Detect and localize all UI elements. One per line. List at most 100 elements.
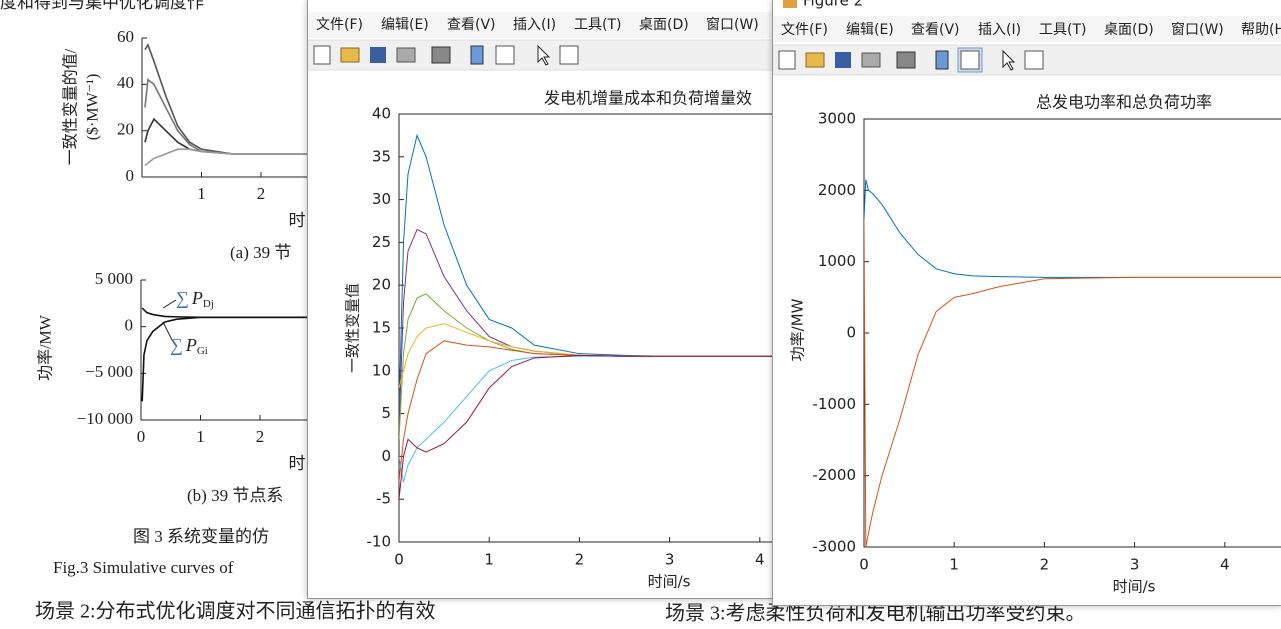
chart-title: 总发电功率和总负荷功率 [1036, 93, 1212, 112]
menu-item[interactable]: 帮助(H) [1241, 22, 1281, 38]
title-bar [773, 0, 1281, 14]
y-tick-label: -10 [367, 533, 392, 551]
x-tick-label: 3 [665, 551, 675, 569]
x-tick-label: 2 [575, 551, 585, 569]
menu-item[interactable]: 桌面(D) [639, 17, 689, 33]
series-line [144, 43, 321, 155]
x-tick-label: 0 [394, 551, 404, 569]
y-tick-label: 20 [117, 120, 134, 139]
x-tick-label: 0 [859, 556, 869, 574]
menu-item[interactable]: 插入(I) [513, 17, 556, 33]
x-tick-label: 4 [755, 551, 765, 569]
menu-item[interactable]: 查看(V) [447, 17, 496, 33]
y-tick-label: -1000 [812, 395, 856, 413]
figure-window: 文件(F) 编辑(E) 查看(V) 插入(I) 工具(T) 桌面(D) 窗口(W) -10 -… [307, 0, 773, 599]
window-icon [783, 0, 797, 8]
series-line [144, 117, 321, 155]
window-canvas: 文件(F) 编辑(E) 查看(V) 插入(I) 工具(T) 桌面(D) 窗口(W) -10 -… [308, 0, 773, 591]
leader-line [162, 321, 173, 341]
annotation-part: P [185, 335, 197, 355]
y-tick-label: 0 [846, 324, 856, 342]
y-tick-label: 25 [372, 233, 391, 251]
toolbar-icons[interactable] [778, 47, 1044, 73]
x-tick-label: 0 [137, 427, 146, 446]
series-line [864, 218, 1281, 548]
y-tick-label: -5 [376, 490, 391, 508]
x-tick-label: 3 [1130, 556, 1140, 574]
x-axis-label: 时间/s [648, 573, 691, 591]
y-tick-label: 30 [372, 190, 391, 208]
menu-item[interactable]: 工具(T) [1039, 22, 1086, 38]
y-tick-label: 15 [372, 319, 391, 337]
x-tick-label: 1 [196, 427, 205, 446]
annotation-part: P [191, 288, 203, 308]
toolbar-icons[interactable] [313, 44, 579, 66]
paragraph: 场景 3:考虑柔性负荷和发电机输出功率受约束。 [665, 602, 1086, 625]
series-line [399, 354, 773, 500]
paragraph: 场景 2:分布式优化调度对不同通信拓扑的有效 [35, 600, 436, 623]
y-tick-label: 0 [381, 447, 391, 465]
y-tick-label: 20 [372, 276, 391, 294]
menu-item[interactable]: 桌面(D) [1104, 22, 1154, 38]
y-tick-label: 2000 [818, 181, 856, 199]
figure-window: Figure 2 文件(F) 编辑(E) 查看(V) 插入(I) 工具(T) 桌面(D) 窗… [772, 0, 1281, 606]
axes [398, 113, 773, 543]
figure-caption: 图 3 系统变量的仿 [133, 527, 269, 546]
x-axis-label: 时 [289, 211, 306, 230]
x-tick-label: 1 [197, 184, 206, 203]
menu-item[interactable]: 插入(I) [978, 22, 1021, 38]
axes [863, 118, 1281, 548]
y-tick-label: −5 000 [85, 362, 133, 381]
y-tick-label: 5 [381, 404, 391, 422]
series-line [144, 148, 321, 167]
series-line [141, 316, 320, 402]
y-tick-label: 35 [372, 147, 391, 165]
y-tick-label: -3000 [812, 538, 856, 556]
x-axis-label: 时间/s [1113, 578, 1156, 596]
y-tick-label: 5 000 [95, 269, 133, 288]
menu[interactable]: 文件(F) 编辑(E) 查看(V) 插入(I) 工具(T) 桌面(D) 窗口(W) [316, 16, 759, 33]
title-bar [308, 0, 773, 12]
series-line [144, 78, 321, 155]
annotation-part: ∑ [176, 288, 189, 308]
annotation-part: Dj [203, 298, 214, 310]
figure-caption: Fig.3 Simulative curves of [53, 558, 234, 577]
y-axis-label: 功率/MW [37, 314, 55, 381]
menu-item[interactable]: 窗口(W) [706, 16, 759, 33]
menu-item[interactable]: 编辑(E) [846, 22, 894, 38]
y-axis-label: 功率/MW [789, 298, 807, 361]
annotation-part: ∑ [170, 335, 183, 355]
x-tick-label: 1 [484, 551, 494, 569]
menu-item[interactable]: 查看(V) [911, 22, 960, 38]
y-axis-label: 一致性变量的值/ [62, 48, 80, 165]
chart-title: 发电机增量成本和负荷增量效 [544, 89, 752, 108]
menu-bar [308, 12, 773, 38]
menu[interactable]: 文件(F) 编辑(E) 查看(V) 插入(I) 工具(T) 桌面(D) 窗口(W) 帮助(H) [781, 21, 1281, 38]
leader-line [162, 299, 177, 309]
menu-item[interactable]: 工具(T) [574, 17, 621, 33]
y-tick-label: -2000 [812, 466, 856, 484]
window-title: Figure 2 [803, 0, 863, 10]
menu-item[interactable]: 文件(F) [781, 22, 828, 38]
annotation: ∑ PDj [176, 288, 214, 309]
annotation-part: Gi [197, 345, 208, 357]
y-axis-label: ($·MW⁻¹) [85, 74, 102, 141]
x-tick-label: 2 [1040, 556, 1050, 574]
y-axis-label: 一致性变量值 [344, 283, 362, 373]
menu-item[interactable]: 编辑(E) [381, 17, 429, 33]
x-axis-label: 时 [289, 454, 306, 473]
annotation: ∑ PGi [170, 335, 208, 356]
menu-item[interactable]: 文件(F) [316, 17, 363, 33]
y-tick-label: 40 [117, 73, 134, 92]
y-tick-label: 3000 [818, 110, 856, 128]
menu-item[interactable]: 窗口(W) [1171, 21, 1224, 38]
window-canvas: Figure 2 文件(F) 编辑(E) 查看(V) 插入(I) 工具(T) 桌面(D) 窗… [773, 0, 1281, 596]
x-tick-label: 2 [257, 184, 266, 203]
y-tick-label: 0 [125, 316, 134, 335]
y-tick-label: 60 [117, 27, 134, 46]
y-tick-label: 1000 [818, 252, 856, 270]
caption: (a) 39 节 [230, 243, 291, 262]
x-tick-label: 1 [949, 556, 959, 574]
